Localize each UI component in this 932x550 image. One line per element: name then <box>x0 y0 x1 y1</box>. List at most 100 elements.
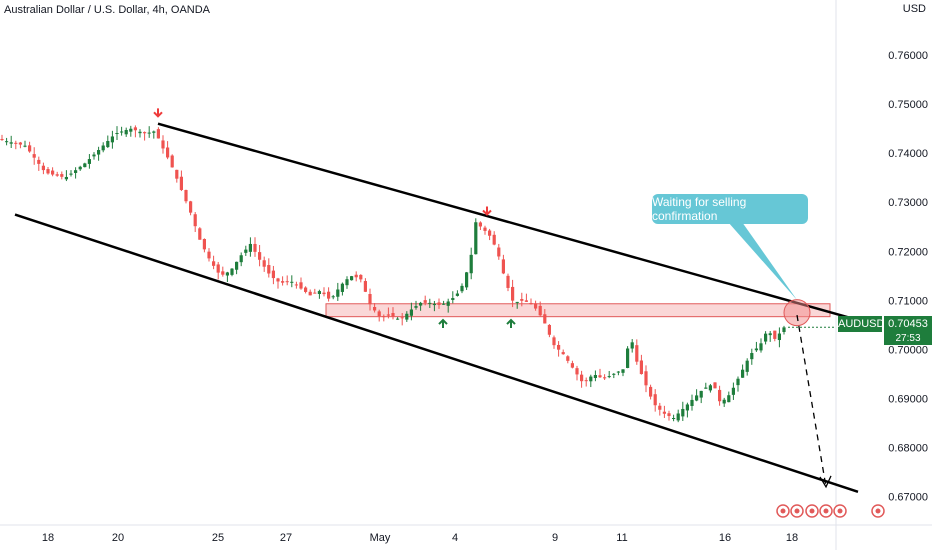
candle-body <box>745 360 749 372</box>
candle-body <box>147 132 151 134</box>
candle-body <box>37 159 41 164</box>
candle-body <box>271 270 275 279</box>
candle-body <box>317 291 321 294</box>
candle-body <box>386 314 390 316</box>
y-tick-label: 0.69000 <box>888 394 928 406</box>
x-tick-label: 4 <box>452 532 458 544</box>
candle-body <box>713 382 717 389</box>
candle-body <box>782 327 786 332</box>
candle-body <box>750 353 754 360</box>
candle-body <box>368 294 372 305</box>
candle-body <box>258 252 262 260</box>
candle-body <box>644 371 648 386</box>
candle-body <box>437 302 441 305</box>
candle-body <box>359 274 363 280</box>
y-tick-label: 0.68000 <box>888 443 928 455</box>
current-price: 0.70453 <box>884 316 932 332</box>
y-tick-label: 0.70000 <box>888 344 928 356</box>
candle-body <box>543 314 547 324</box>
candle-body <box>248 243 252 252</box>
candle-body <box>759 343 763 351</box>
candle-body <box>547 324 551 335</box>
candle-body <box>235 261 239 270</box>
x-tick-label: 18 <box>786 532 798 544</box>
candle-body <box>455 293 459 296</box>
candle-body <box>603 377 607 379</box>
event-flag-dot <box>875 508 881 514</box>
candle-body <box>51 170 55 175</box>
candle-body <box>630 342 634 349</box>
candle-body <box>276 278 280 282</box>
candle-body <box>83 163 87 168</box>
candle-body <box>327 291 331 299</box>
y-tick-label: 0.67000 <box>888 492 928 504</box>
candle-body <box>506 275 510 288</box>
candle-body <box>152 131 156 133</box>
x-tick-label: 20 <box>112 532 124 544</box>
candle-body <box>175 169 179 179</box>
candle-body <box>557 344 561 350</box>
candle-body <box>635 345 639 362</box>
callout-label: Waiting for selling confirmation <box>652 194 808 224</box>
resistance-zone <box>325 303 831 318</box>
candle-body <box>552 337 556 346</box>
candle-body <box>92 154 96 157</box>
candle-body <box>156 129 160 139</box>
channel-upper-line <box>157 122 859 322</box>
candle-body <box>400 317 404 319</box>
candle-body <box>580 374 584 382</box>
candle-body <box>593 375 597 379</box>
candle-body <box>5 141 9 143</box>
candle-body <box>391 312 395 317</box>
candle-body <box>87 159 91 164</box>
candle-body <box>18 142 22 145</box>
candle-body <box>110 136 114 143</box>
candle-body <box>534 303 538 309</box>
candle-body <box>262 260 266 267</box>
candle-body <box>184 190 188 202</box>
candle-body <box>589 376 593 382</box>
candle-body <box>524 300 528 302</box>
candle-body <box>106 140 110 148</box>
candle-body <box>465 272 469 288</box>
candle-body <box>290 281 294 283</box>
candle-body <box>124 129 128 135</box>
candle-body <box>166 147 170 158</box>
candle-body <box>474 222 478 255</box>
candle-body <box>322 292 326 295</box>
candle-body <box>382 316 386 318</box>
candle-body <box>193 214 197 227</box>
x-tick-label: 25 <box>212 532 224 544</box>
candle-body <box>221 271 225 275</box>
candle-body <box>621 369 625 373</box>
candle-body <box>736 378 740 386</box>
candle-body <box>575 368 579 375</box>
candle-body <box>704 387 708 389</box>
candle-body <box>690 399 694 406</box>
candle-body <box>14 142 18 144</box>
candle-body <box>616 371 620 373</box>
candle-body <box>432 303 436 306</box>
candle-body <box>428 302 432 304</box>
candle-body <box>419 302 423 306</box>
candle-body <box>216 264 220 273</box>
x-tick-label: 11 <box>616 532 627 544</box>
candle-body <box>478 222 482 227</box>
event-flag-dot <box>780 508 786 514</box>
price-tag: AUDUSD 0.70453 <box>838 316 932 332</box>
candle-body <box>653 394 657 406</box>
candle-body <box>741 369 745 378</box>
candle-body <box>129 128 133 132</box>
candle-body <box>676 413 680 421</box>
candle-body <box>451 298 455 300</box>
candle-body <box>281 281 285 283</box>
candle-body <box>138 131 142 134</box>
x-tick-label: 9 <box>552 532 558 544</box>
candle-body <box>198 228 202 240</box>
candle-body <box>304 287 308 292</box>
x-tick-label: 27 <box>280 532 292 544</box>
candle-body <box>626 348 630 368</box>
candle-body <box>423 300 427 303</box>
